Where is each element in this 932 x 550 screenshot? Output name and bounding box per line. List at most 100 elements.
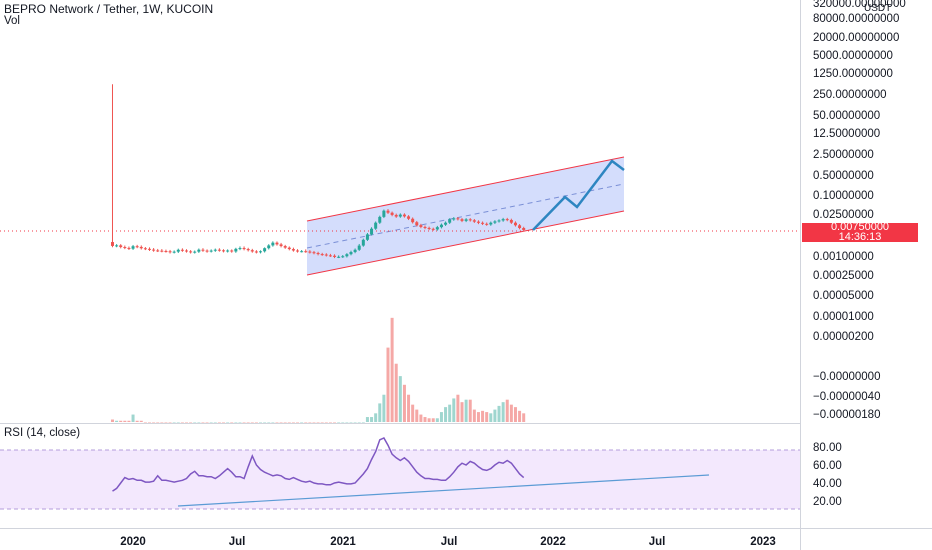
candle[interactable] xyxy=(291,247,295,252)
candle[interactable] xyxy=(300,250,304,253)
candle[interactable] xyxy=(209,249,213,253)
candle[interactable] xyxy=(230,249,234,253)
candle[interactable] xyxy=(143,247,147,251)
candle[interactable] xyxy=(238,246,242,251)
candle[interactable] xyxy=(370,227,374,236)
candle[interactable] xyxy=(460,218,464,223)
candle[interactable] xyxy=(267,244,271,250)
candle[interactable] xyxy=(259,250,263,254)
candle[interactable] xyxy=(444,221,448,226)
price-channel-lower-line[interactable] xyxy=(306,210,625,276)
candle[interactable] xyxy=(250,248,254,253)
candle[interactable] xyxy=(115,244,119,248)
candle[interactable] xyxy=(476,220,480,225)
candle[interactable] xyxy=(328,253,332,257)
candle[interactable] xyxy=(452,217,456,221)
candle[interactable] xyxy=(456,217,460,221)
candle[interactable] xyxy=(485,222,489,226)
candle[interactable] xyxy=(509,218,513,224)
candle[interactable] xyxy=(505,217,509,222)
candle[interactable] xyxy=(522,226,526,232)
candle[interactable] xyxy=(296,249,300,253)
candle[interactable] xyxy=(172,250,176,254)
candle[interactable] xyxy=(423,225,427,230)
candle[interactable] xyxy=(152,248,156,252)
candle[interactable] xyxy=(275,241,279,246)
candle[interactable] xyxy=(382,209,386,219)
candle[interactable] xyxy=(127,246,131,251)
candle[interactable] xyxy=(304,249,308,253)
price-channel[interactable] xyxy=(307,157,624,275)
candle[interactable] xyxy=(193,250,197,254)
candle[interactable] xyxy=(217,248,221,252)
candle[interactable] xyxy=(345,253,349,258)
candle[interactable] xyxy=(316,251,320,256)
candle[interactable] xyxy=(427,226,431,231)
candle[interactable] xyxy=(390,211,394,217)
candle[interactable] xyxy=(119,244,123,249)
candle[interactable] xyxy=(160,249,164,253)
candle[interactable] xyxy=(242,246,246,251)
candle[interactable] xyxy=(156,248,160,253)
candle[interactable] xyxy=(497,219,501,223)
candle[interactable] xyxy=(246,247,250,252)
candle[interactable] xyxy=(283,244,287,249)
rsi-line[interactable] xyxy=(112,437,525,492)
candle[interactable] xyxy=(333,254,337,259)
candle[interactable] xyxy=(431,227,435,231)
candle[interactable] xyxy=(489,221,493,226)
candle[interactable] xyxy=(386,209,390,214)
candle[interactable] xyxy=(189,250,193,254)
candle[interactable] xyxy=(374,221,378,230)
candle[interactable] xyxy=(308,250,312,254)
candle[interactable] xyxy=(341,255,345,258)
candle[interactable] xyxy=(226,249,230,253)
candle[interactable] xyxy=(448,218,452,224)
candle[interactable] xyxy=(176,248,180,254)
candle[interactable] xyxy=(234,247,238,253)
candle[interactable] xyxy=(197,248,201,253)
candle[interactable] xyxy=(164,249,168,253)
candle[interactable] xyxy=(123,245,127,250)
candle[interactable] xyxy=(407,215,411,221)
candle[interactable] xyxy=(320,252,324,256)
candle[interactable] xyxy=(464,218,468,223)
candle[interactable] xyxy=(279,242,283,248)
candle[interactable] xyxy=(361,238,365,247)
candle[interactable] xyxy=(213,248,217,252)
candle[interactable] xyxy=(394,213,398,218)
candle[interactable] xyxy=(185,249,189,253)
projection-path[interactable] xyxy=(532,159,625,231)
candle[interactable] xyxy=(147,247,151,251)
candle[interactable] xyxy=(287,246,291,251)
candle[interactable] xyxy=(501,217,505,222)
candle[interactable] xyxy=(398,213,402,218)
candle[interactable] xyxy=(271,241,275,247)
candle[interactable] xyxy=(435,225,439,231)
candle[interactable] xyxy=(349,250,353,256)
candle[interactable] xyxy=(378,215,382,224)
candle[interactable] xyxy=(493,220,497,225)
candle[interactable] xyxy=(468,218,472,222)
candle[interactable] xyxy=(324,253,328,257)
candle[interactable] xyxy=(419,223,423,229)
candle[interactable] xyxy=(357,243,361,251)
candle[interactable] xyxy=(415,220,419,227)
candle[interactable] xyxy=(365,233,369,241)
candle[interactable] xyxy=(439,223,443,229)
rsi-trendline[interactable] xyxy=(177,474,710,507)
candle[interactable] xyxy=(353,248,357,254)
candle[interactable] xyxy=(180,248,184,252)
candle[interactable] xyxy=(263,247,267,253)
candle[interactable] xyxy=(135,244,139,249)
candle[interactable] xyxy=(110,84,114,248)
candle[interactable] xyxy=(139,245,143,250)
candle[interactable] xyxy=(131,244,135,250)
candle[interactable] xyxy=(254,250,258,254)
candle[interactable] xyxy=(411,217,415,224)
candle[interactable] xyxy=(513,221,517,227)
candle[interactable] xyxy=(481,221,485,226)
candle[interactable] xyxy=(472,218,476,223)
candle[interactable] xyxy=(312,250,316,255)
